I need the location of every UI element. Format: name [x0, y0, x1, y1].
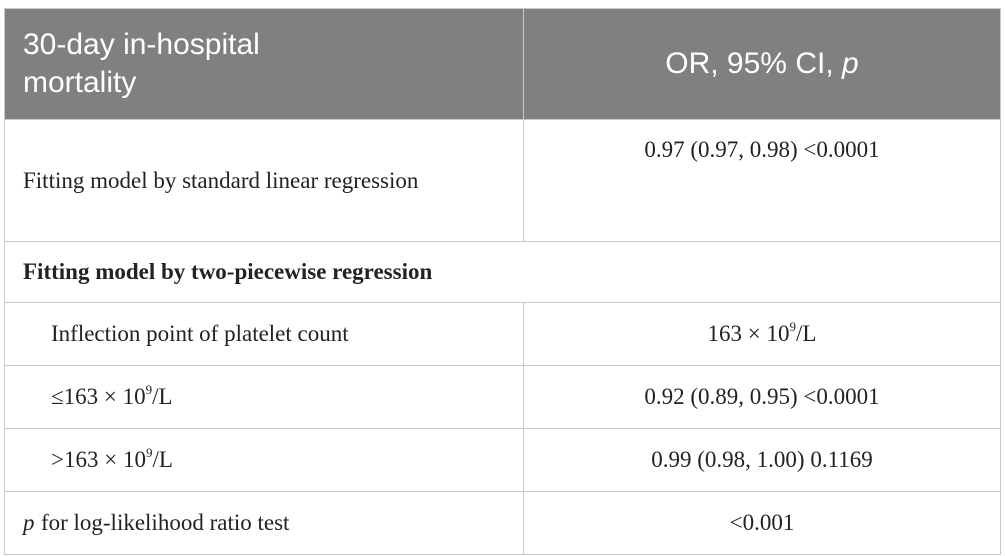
- header-row: 30-day in-hospital mortality OR, 95% CI,…: [4, 8, 1001, 120]
- header-text: 30-day in-hospital mortality: [23, 28, 260, 99]
- label: ≤163 × 10: [51, 384, 146, 409]
- label-italic: p: [23, 510, 35, 535]
- results-table: 30-day in-hospital mortality OR, 95% CI,…: [4, 8, 1001, 555]
- value-cell: <0.001: [523, 491, 1001, 555]
- label: Fitting model by standard linear regress…: [23, 167, 419, 193]
- value: 0.92 (0.89, 0.95) <0.0001: [644, 384, 880, 409]
- label: for log-likelihood ratio test: [40, 510, 290, 535]
- header-text: OR, 95% CI,: [665, 47, 834, 80]
- value-cell: 163 × 109/L: [523, 302, 1001, 366]
- row: >163 × 109/L 0.99 (0.98, 1.00) 0.1169: [4, 428, 1001, 492]
- unit: /L: [796, 321, 817, 346]
- label: >163 × 10: [51, 447, 146, 472]
- label-cell: Fitting model by standard linear regress…: [4, 119, 524, 242]
- value-cell: 0.92 (0.89, 0.95) <0.0001: [523, 365, 1001, 429]
- superscript: 9: [789, 319, 797, 334]
- label-cell: p for log-likelihood ratio test: [4, 491, 524, 555]
- unit: /L: [152, 447, 173, 472]
- row: Fitting model by standard linear regress…: [4, 119, 1001, 242]
- value: 0.97 (0.97, 0.98) <0.0001: [644, 137, 880, 162]
- superscript: 9: [145, 382, 153, 397]
- value-cell: 0.99 (0.98, 1.00) 0.1169: [523, 428, 1001, 492]
- label-cell: Inflection point of platelet count: [4, 302, 524, 366]
- header-italic: p: [842, 47, 859, 80]
- row: Inflection point of platelet count 163 ×…: [4, 302, 1001, 366]
- superscript: 9: [145, 445, 153, 460]
- label-cell: ≤163 × 109/L: [4, 365, 524, 429]
- label-cell: >163 × 109/L: [4, 428, 524, 492]
- value: 163 × 10: [707, 321, 790, 346]
- unit: /L: [152, 384, 173, 409]
- header-cell: OR, 95% CI, p: [523, 8, 1001, 120]
- value: 0.99 (0.98, 1.00) 0.1169: [651, 447, 873, 472]
- row: Fitting model by two-piecewise regressio…: [4, 241, 1001, 303]
- section-cell: Fitting model by two-piecewise regressio…: [4, 241, 1001, 303]
- row: p for log-likelihood ratio test <0.001: [4, 491, 1001, 555]
- value-cell: 0.97 (0.97, 0.98) <0.0001: [523, 119, 1001, 242]
- header-cell: 30-day in-hospital mortality: [4, 8, 524, 120]
- section-label: Fitting model by two-piecewise regressio…: [23, 259, 433, 284]
- value: <0.001: [729, 510, 795, 535]
- row: ≤163 × 109/L 0.92 (0.89, 0.95) <0.0001: [4, 365, 1001, 429]
- label: Inflection point of platelet count: [51, 321, 349, 346]
